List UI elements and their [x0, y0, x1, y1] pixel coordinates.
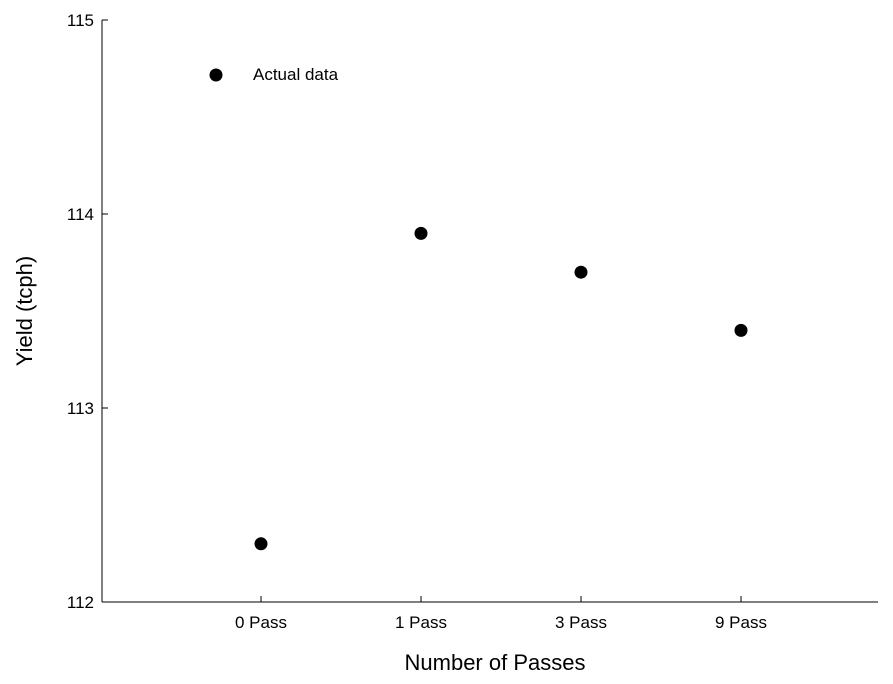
plot-area [101, 20, 878, 603]
legend: Actual data [209, 65, 339, 84]
y-tick-label: 113 [67, 399, 94, 418]
x-tick-label: 0 Pass [235, 613, 287, 632]
y-axis-title: Yield (tcph) [12, 256, 37, 366]
y-tick-label: 115 [67, 11, 94, 30]
x-axis-ticks: 0 Pass 1 Pass 3 Pass 9 Pass [235, 596, 767, 632]
y-axis-ticks: 112 113 114 115 [67, 11, 108, 612]
data-point [414, 226, 428, 240]
x-tick-label: 1 Pass [395, 613, 447, 632]
x-axis-title: Number of Passes [405, 650, 586, 675]
legend-label: Actual data [253, 65, 339, 84]
x-tick-label: 3 Pass [555, 613, 607, 632]
x-tick-label: 9 Pass [715, 613, 767, 632]
data-points [254, 226, 748, 551]
y-tick-label: 112 [67, 593, 94, 612]
data-point [574, 265, 588, 279]
data-point [254, 537, 268, 551]
legend-marker [209, 68, 223, 82]
y-tick-label: 114 [67, 205, 94, 224]
data-point [734, 323, 748, 337]
